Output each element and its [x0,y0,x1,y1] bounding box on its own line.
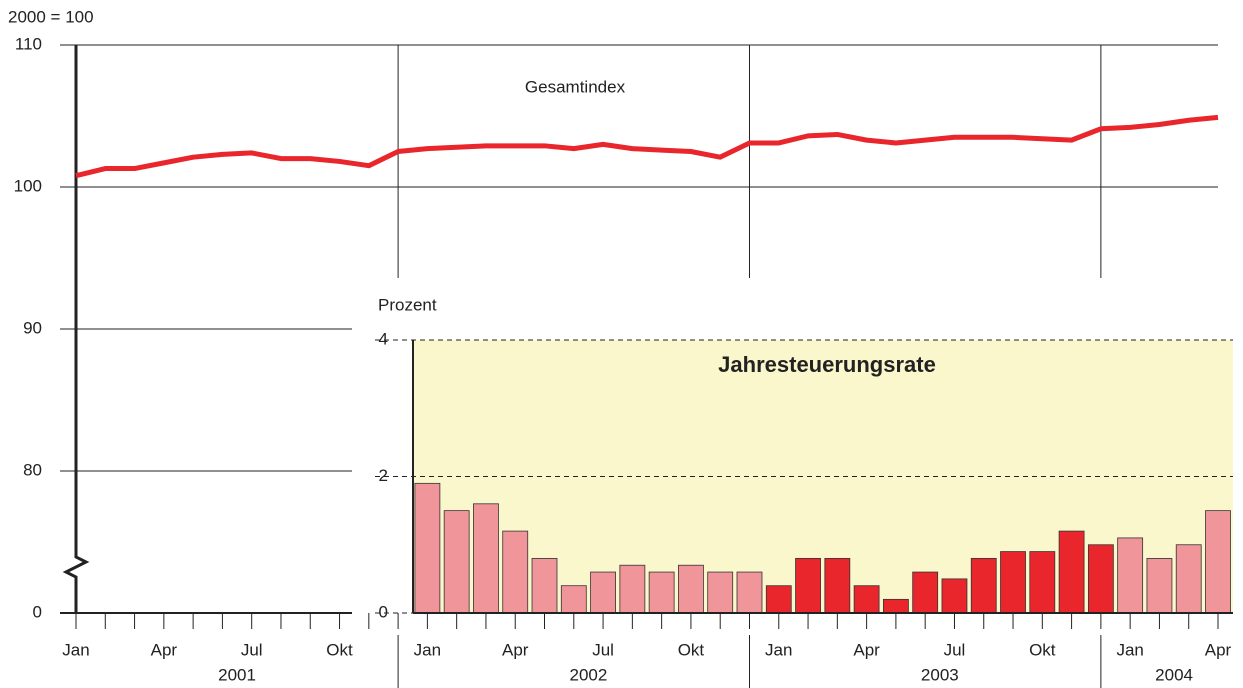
x-tick-label: Jul [944,640,966,659]
bar [824,558,851,614]
bar [912,571,939,614]
x-tick-label: Jan [414,640,441,659]
x-tick-label: Apr [502,640,529,659]
bar [1058,530,1085,614]
bar [473,503,499,614]
x-tick-label: Okt [678,640,705,659]
bar [560,585,587,614]
x-tick-label: Apr [853,640,880,659]
y-axis [62,45,90,613]
bar [853,585,880,614]
bar [531,558,558,614]
bar [1146,558,1173,614]
y-tick-label: 90 [23,318,42,337]
bar [707,571,734,614]
bar [1175,544,1202,614]
bar [941,578,968,614]
y-tick-label: 100 [14,176,42,195]
y-tick-label: 110 [15,34,42,53]
bar [502,530,529,614]
x-tick-label: Jul [241,640,263,659]
x-tick-label: Jan [62,640,89,659]
y-tick-label: 2 [379,466,388,485]
x-tick-label: Jan [765,640,792,659]
line [75,114,1219,179]
year-label: 2003 [921,665,959,684]
bar [648,571,675,614]
x-tick-label: Jul [592,640,614,659]
bar [1087,544,1114,614]
bar [1117,537,1144,614]
y-axis-label: 2000 = 100 [8,7,94,26]
chart-title: Jahresteuerungsrate [718,352,936,377]
x-tick-label: Okt [326,640,353,659]
x-tick-label: Apr [1205,640,1232,659]
bar [443,510,470,614]
y-tick-label: 0 [33,602,42,621]
bar [619,564,646,614]
bar [736,571,763,614]
x-tick-label: Okt [1029,640,1056,659]
y-tick-label: 0 [379,602,388,621]
bar [882,598,909,614]
y-tick-label: 4 [379,329,388,348]
bar [970,558,997,614]
year-label: 2004 [1155,665,1193,684]
bar [795,558,821,614]
y-tick-label: 80 [23,460,42,479]
bar [1205,510,1231,614]
annotation: Gesamtindex [525,77,626,96]
bar [1000,551,1026,614]
y-axis-label: Prozent [378,295,437,314]
year-label: 2002 [570,665,608,684]
year-label: 2001 [218,665,256,684]
x-tick-label: Apr [151,640,178,659]
bar [678,564,704,614]
bar [414,482,441,614]
x-tick-label: Jan [1116,640,1143,659]
bar [765,585,792,614]
bar [590,571,616,614]
bar [1029,551,1056,614]
